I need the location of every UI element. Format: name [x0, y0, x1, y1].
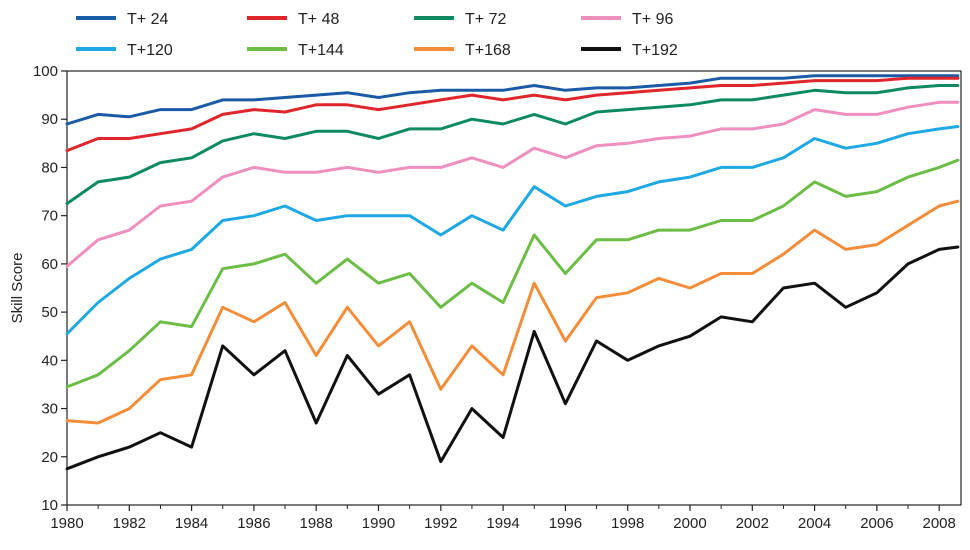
legend-label-6: T+144 — [298, 42, 344, 59]
x-tick-label-2006: 2006 — [860, 515, 893, 532]
legend-label-7: T+168 — [465, 42, 511, 59]
series-line-2 — [65, 76, 960, 153]
legend-label-1: T+ 24 — [127, 11, 168, 28]
series-line-8 — [65, 245, 960, 471]
x-tick-label-1984: 1984 — [175, 515, 208, 532]
plot-frame — [66, 70, 962, 506]
y-tick-label-30: 30 — [41, 401, 58, 418]
x-tick-label-2000: 2000 — [673, 515, 706, 532]
y-tick-label-60: 60 — [41, 256, 58, 273]
legend-label-2: T+ 48 — [298, 11, 339, 28]
y-tick-label-40: 40 — [41, 352, 58, 369]
y-tick-label-50: 50 — [41, 304, 58, 321]
x-tick-label-1982: 1982 — [113, 515, 146, 532]
x-tick-label-1980: 1980 — [50, 515, 83, 532]
legend-label-4: T+ 96 — [632, 11, 673, 28]
x-tick-label-1992: 1992 — [424, 515, 457, 532]
x-tick-label-1994: 1994 — [486, 515, 519, 532]
x-tick-label-2002: 2002 — [736, 515, 769, 532]
x-tick-label-1990: 1990 — [362, 515, 395, 532]
series-line-7 — [65, 199, 960, 425]
y-tick-label-90: 90 — [41, 111, 58, 128]
x-tick-label-2004: 2004 — [798, 515, 831, 532]
legend-label-8: T+192 — [632, 42, 678, 59]
y-axis: 10 20 30 40 50 60 70 80 90 100 — [33, 63, 67, 514]
x-tick-label-1988: 1988 — [300, 515, 333, 532]
x-tick-label-1996: 1996 — [549, 515, 582, 532]
y-tick-label-20: 20 — [41, 449, 58, 466]
x-tick-label-1998: 1998 — [611, 515, 644, 532]
plot-area — [65, 70, 962, 506]
legend-label-3: T+ 72 — [465, 11, 506, 28]
series-line-6 — [65, 158, 960, 389]
y-tick-label-100: 100 — [33, 63, 58, 80]
x-tick-label-2008: 2008 — [923, 515, 956, 532]
series-line-5 — [65, 125, 960, 336]
series-line-4 — [65, 100, 960, 268]
series-line-1 — [65, 74, 960, 126]
series-line-3 — [65, 84, 960, 206]
x-axis: 1980 1982 1984 1986 1988 1990 1992 1994 1996 1998… — [50, 505, 956, 532]
legend-label-5: T+120 — [127, 42, 173, 59]
y-tick-label-70: 70 — [41, 208, 58, 225]
y-axis-title: Skill Score — [9, 253, 26, 324]
y-tick-label-80: 80 — [41, 159, 58, 176]
x-tick-label-1986: 1986 — [237, 515, 270, 532]
y-tick-label-10: 10 — [41, 497, 58, 514]
series-layer — [65, 74, 960, 471]
legend: T+ 24 T+ 48 T+ 72 T+ 96 T+120 T+144 T+168 T+192 — [76, 11, 678, 59]
